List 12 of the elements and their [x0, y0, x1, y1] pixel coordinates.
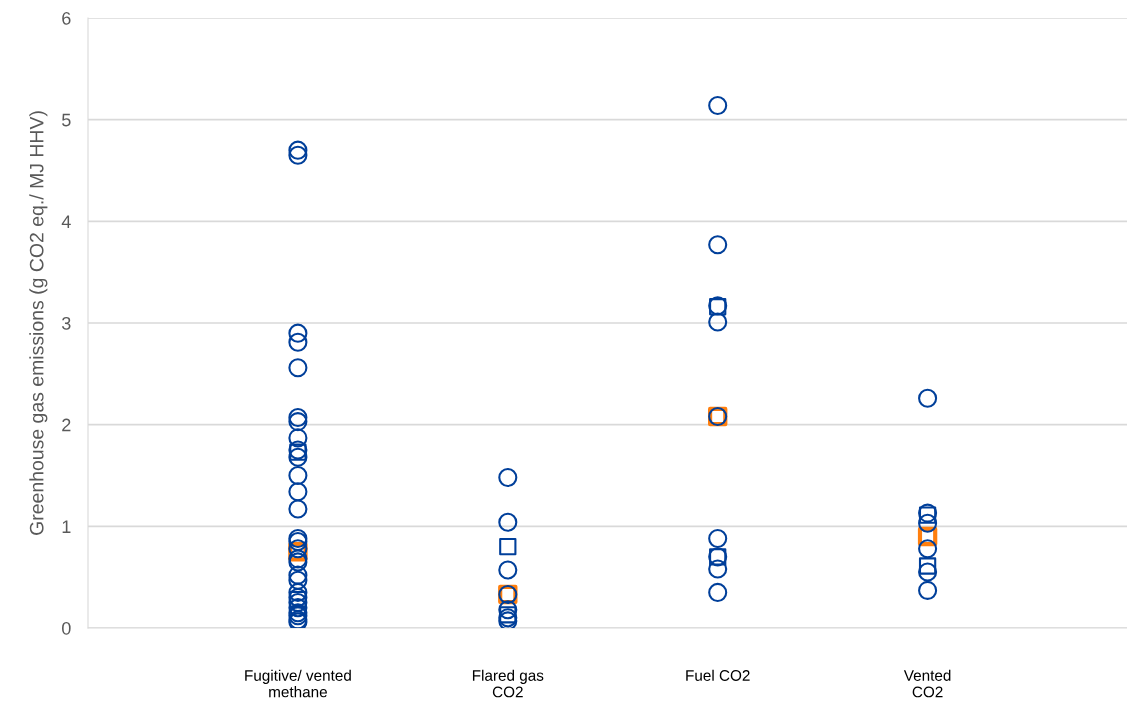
y-tick-label: 5	[62, 113, 71, 127]
y-tick-label: 3	[61, 316, 71, 330]
x-tick-label: Flared gas CO2	[472, 669, 544, 698]
y-tick-label: 0	[62, 621, 71, 635]
x-tick-label: Fuel CO2	[686, 669, 750, 681]
y-tick-label: 2	[62, 418, 71, 432]
y-tick-label: 1	[62, 520, 71, 533]
y-axis-title: Greenhouse gas emissions (g CO2 eq./ MJ HHV)	[29, 111, 48, 535]
y-tick-label: 4	[61, 215, 71, 228]
x-tick-label: Vented CO2	[903, 669, 951, 698]
x-tick-label: Fugitive/ vented methane	[245, 669, 351, 698]
y-tick-label: 6	[62, 11, 71, 25]
